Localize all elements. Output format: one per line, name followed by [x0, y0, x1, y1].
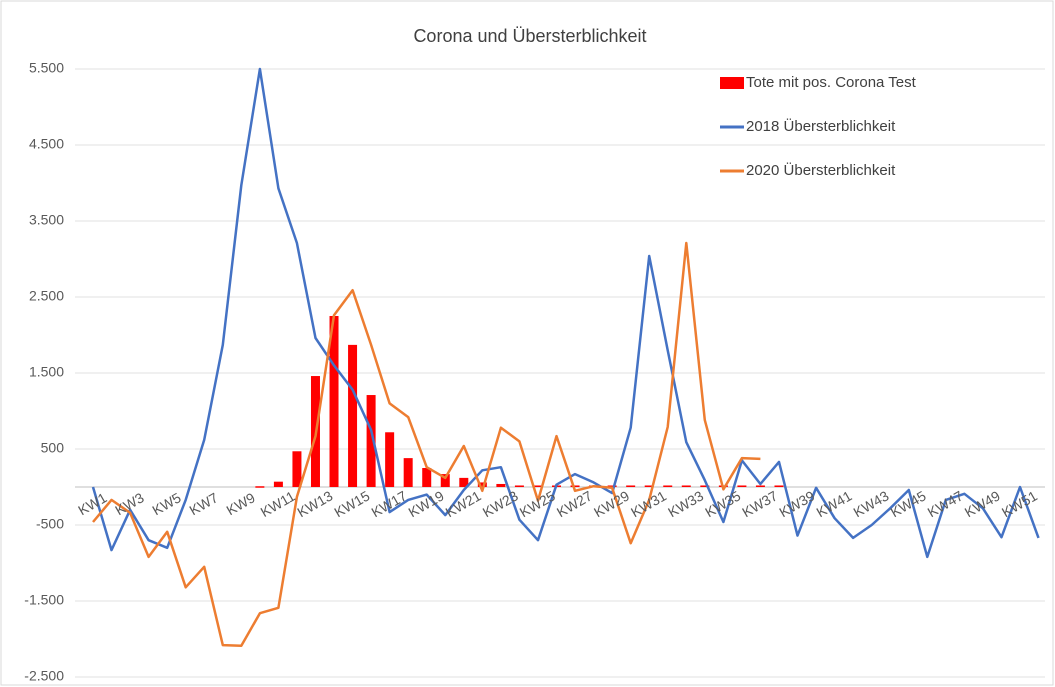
- bar: [477, 482, 487, 487]
- line: [92, 241, 761, 648]
- line: [91, 67, 1040, 559]
- bar: [644, 485, 654, 487]
- y-tick-label: -2.500: [24, 668, 64, 684]
- y-tick-label: 2.500: [29, 288, 64, 304]
- bar: [348, 344, 358, 487]
- bar: [255, 486, 265, 488]
- bar: [403, 458, 413, 487]
- y-tick-label: 3.500: [29, 212, 64, 228]
- y-tick-label: 4.500: [29, 136, 64, 152]
- bar: [681, 485, 691, 487]
- bar: [496, 483, 506, 487]
- bar: [700, 485, 710, 487]
- legend-label: Tote mit pos. Corona Test: [746, 74, 917, 91]
- bar: [570, 485, 580, 487]
- y-tick-label: 1.500: [29, 364, 64, 380]
- y-tick-label: -500: [36, 516, 64, 532]
- bar: [459, 477, 469, 487]
- bar: [607, 485, 617, 487]
- bar: [663, 485, 673, 487]
- y-tick-label: -1.500: [24, 592, 64, 608]
- bar: [533, 485, 543, 487]
- bar: [422, 468, 432, 487]
- bar: [755, 485, 765, 487]
- bar: [626, 485, 636, 487]
- bar: [292, 451, 302, 487]
- chart-title: Corona und Übersterblichkeit: [413, 26, 646, 46]
- bar: [366, 395, 376, 487]
- bar: [514, 485, 524, 487]
- y-tick-label: 5.500: [29, 60, 64, 76]
- bar: [329, 316, 339, 487]
- legend-label: 2018 Übersterblichkeit: [746, 117, 896, 135]
- legend-label: 2020 Übersterblichkeit: [746, 161, 896, 179]
- bar: [737, 485, 747, 487]
- bar: [273, 481, 283, 487]
- bar: [385, 432, 395, 487]
- bar: [440, 474, 450, 487]
- legend-swatch: [720, 77, 744, 89]
- y-tick-label: 500: [41, 440, 65, 456]
- bar: [774, 485, 784, 487]
